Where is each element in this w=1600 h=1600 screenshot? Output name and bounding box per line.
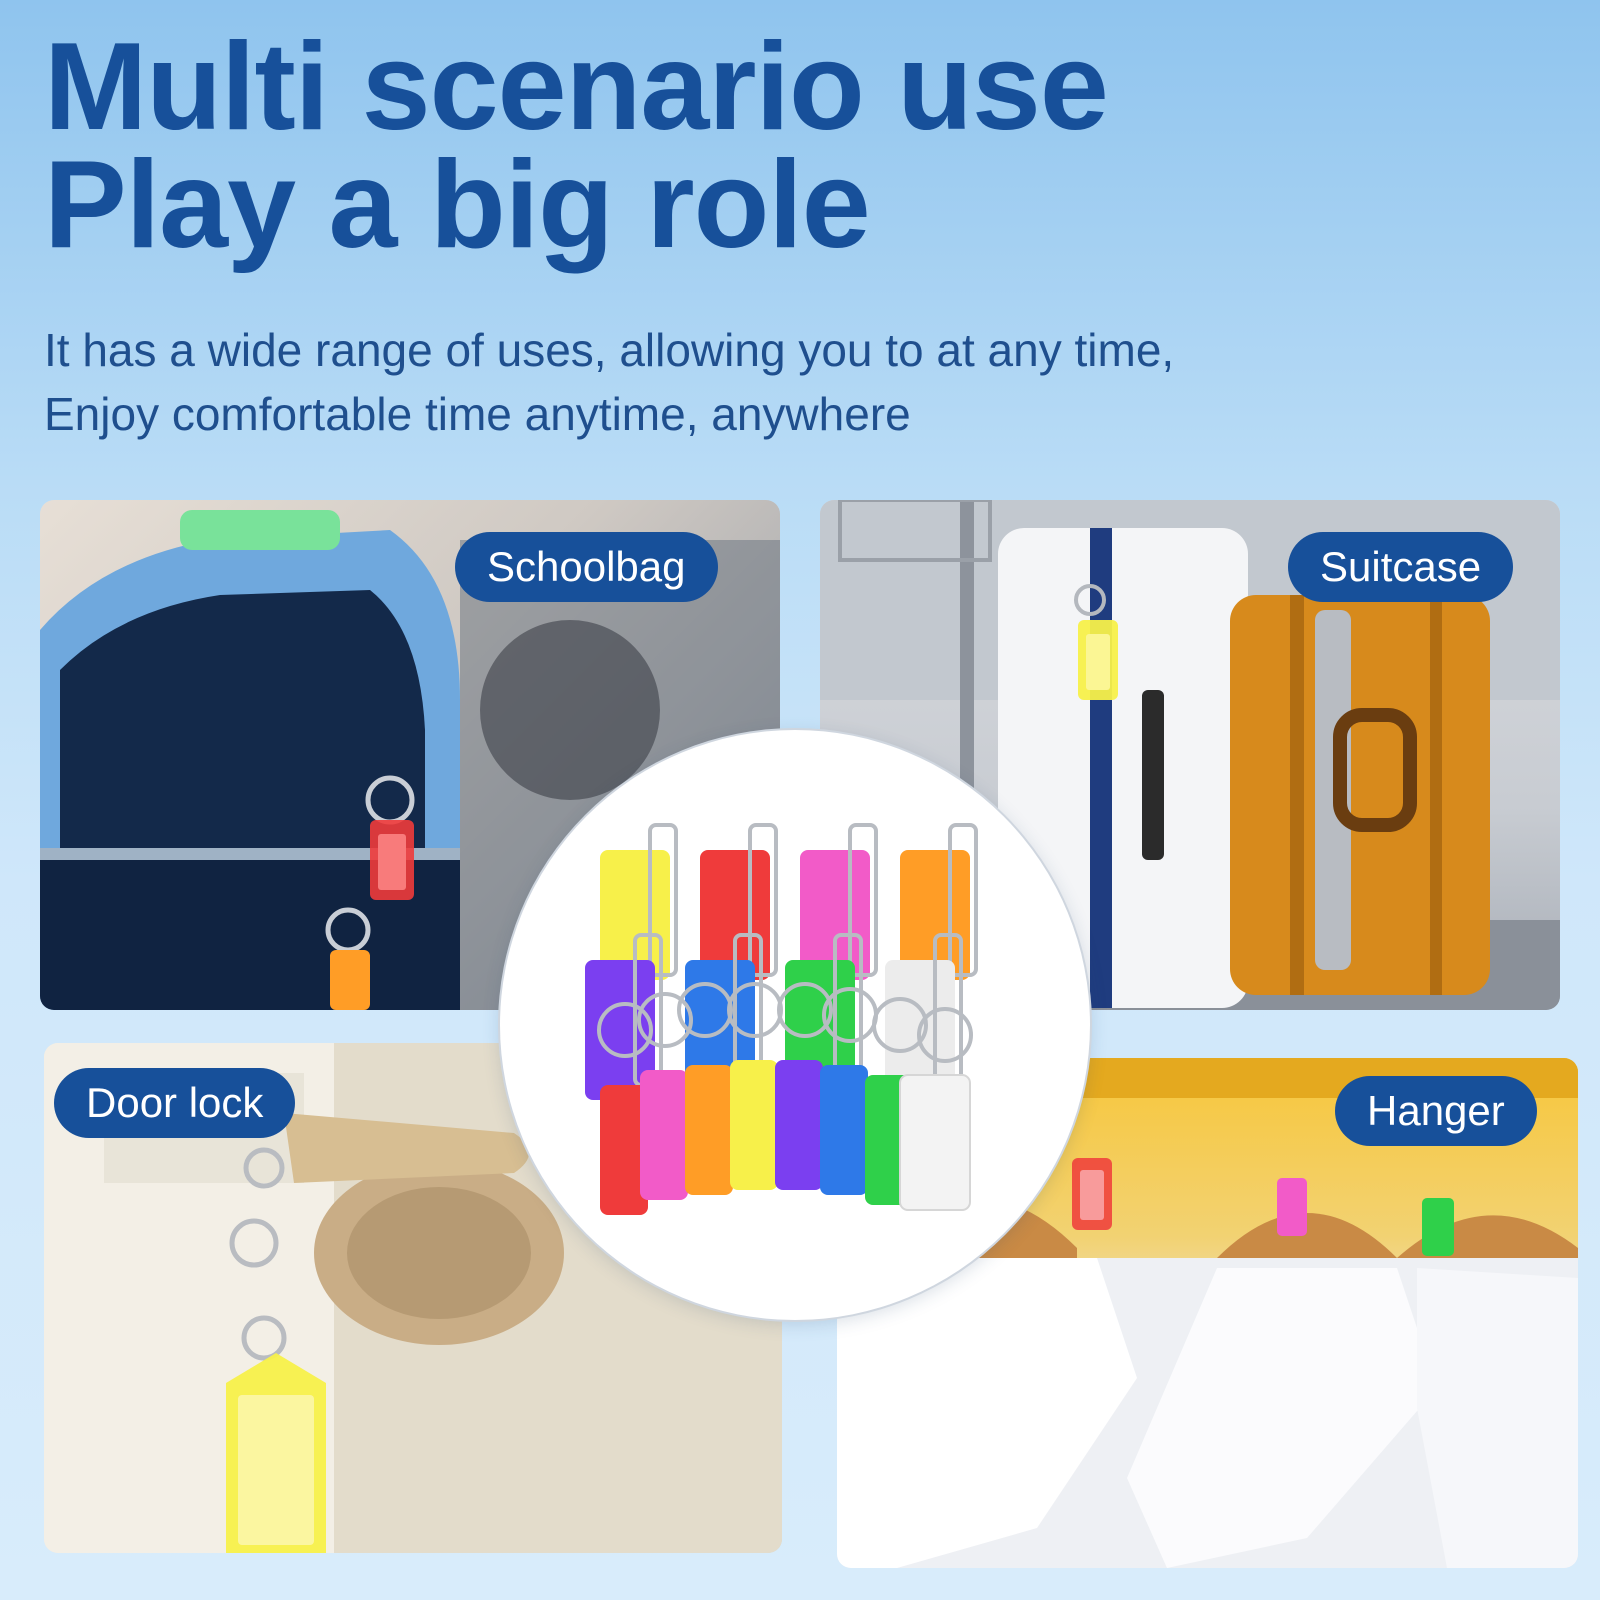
product-image (500, 730, 1090, 1320)
headline-line-1: Multi scenario use (44, 18, 1109, 156)
tag-stack-pink (800, 823, 878, 980)
key-tags-illustration (585, 823, 978, 1215)
headline: Multi scenario use Play a big role (44, 18, 1109, 274)
tag-stack-red (700, 823, 778, 980)
tag-stack-orange (900, 823, 978, 980)
label-hanger: Hanger (1335, 1076, 1537, 1146)
subtitle-line-2: Enjoy comfortable time anytime, anywhere (44, 388, 911, 440)
label-suitcase: Suitcase (1288, 532, 1514, 602)
label-schoolbag: Schoolbag (455, 532, 718, 602)
hanger-illustration (837, 1058, 1578, 1568)
label-door-lock: Door lock (54, 1068, 296, 1138)
tag-stack-yellow (600, 823, 678, 980)
subtitle: It has a wide range of uses, allowing yo… (44, 318, 1174, 446)
front-tags (600, 1060, 971, 1215)
headline-line-2: Play a big role (44, 136, 871, 274)
subtitle-line-1: It has a wide range of uses, allowing yo… (44, 324, 1175, 376)
